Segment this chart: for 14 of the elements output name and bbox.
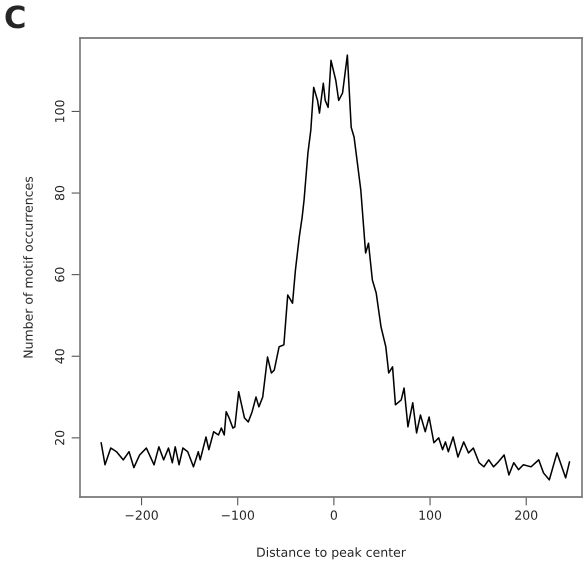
y-tick-label: 60 [54, 268, 64, 282]
y-tick-label: 40 [54, 349, 64, 364]
x-tick-label: −200 [126, 510, 158, 520]
y-tick-label: 80 [54, 186, 64, 200]
y-tick-label: 100 [54, 100, 64, 122]
y-axis-title: Number of motif occurrences [23, 176, 33, 358]
y-tick-label: 20 [54, 430, 64, 445]
x-tick-label: 200 [515, 510, 538, 520]
line-series [100, 54, 570, 481]
x-tick-label: −100 [222, 510, 254, 520]
x-tick-label: 100 [419, 510, 442, 520]
chart-title: C [6, 5, 24, 28]
x-axis-title: Distance to peak center [257, 547, 406, 560]
x-tick-label: 0 [330, 510, 338, 520]
